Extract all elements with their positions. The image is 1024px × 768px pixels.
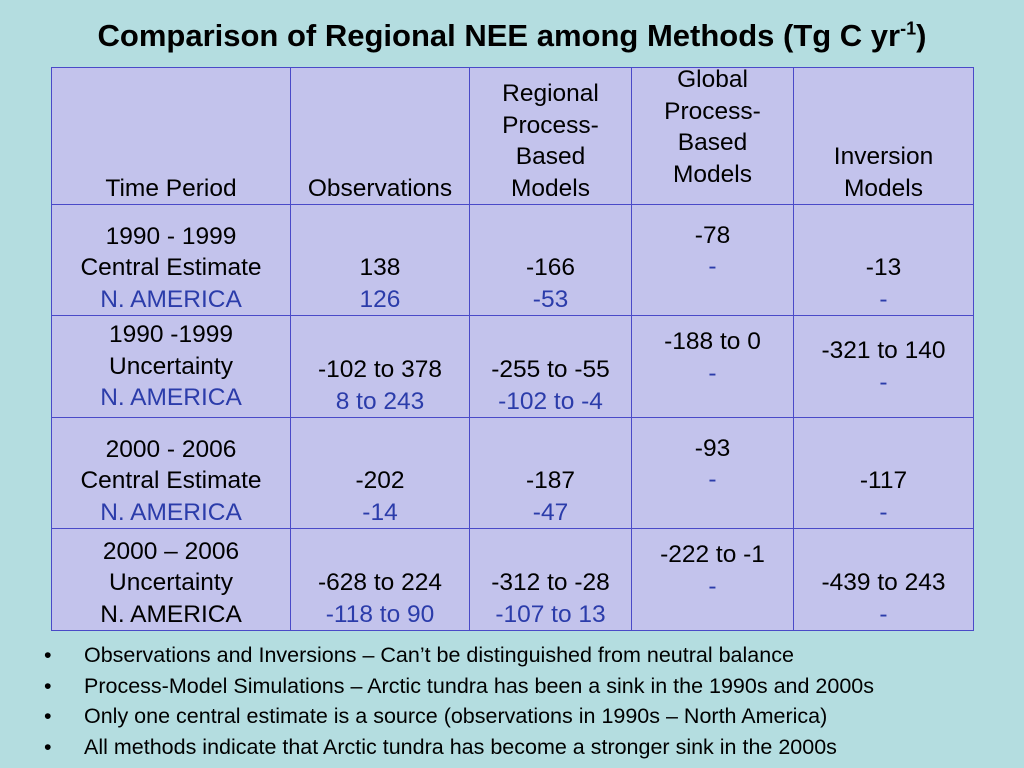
period-cell: 1990 -1999 Uncertainty N. AMERICA: [51, 315, 291, 418]
regional-cell: -166 -53: [469, 204, 632, 316]
regional-cell: -312 to -28 -107 to 13: [469, 528, 632, 631]
header-inversion-models: Inversion Models: [793, 67, 974, 205]
title-close: ): [916, 18, 927, 53]
table-row: 2000 - 2006 Central Estimate N. AMERICA -2…: [51, 417, 974, 529]
global-cell: -188 to 0-: [631, 315, 794, 418]
header-row: Time Period Observations Regional Process…: [51, 67, 974, 205]
table-row: 1990 -1999 Uncertainty N. AMERICA -102 to …: [51, 315, 974, 418]
global-cell: -222 to -1-: [631, 528, 794, 631]
inversion-cell: -321 to 140-: [793, 315, 974, 418]
inversion-cell: -117-: [793, 417, 974, 529]
list-item: • Only one central estimate is a source (…: [40, 701, 1024, 732]
regional-cell: -255 to -55 -102 to -4: [469, 315, 632, 418]
inversion-cell: -439 to 243-: [793, 528, 974, 631]
global-cell: -78-: [631, 204, 794, 316]
regional-cell: -187 -47: [469, 417, 632, 529]
inversion-cell: -13-: [793, 204, 974, 316]
bullet-icon: •: [44, 673, 52, 698]
table-row: 2000 – 2006 Uncertainty N. AMERICA -628 to…: [51, 528, 974, 631]
list-item: • All methods indicate that Arctic tundra…: [40, 732, 1024, 763]
observations-cell: -202 -14: [290, 417, 470, 529]
header-observations: Observations: [290, 67, 470, 205]
observations-cell: -628 to 224 -118 to 90: [290, 528, 470, 631]
list-item: • Observations and Inversions – Can’t be …: [40, 640, 1024, 671]
observations-cell: -102 to 378 8 to 243: [290, 315, 470, 418]
header-time-period: Time Period: [51, 67, 291, 205]
title-superscript: -1: [900, 18, 917, 39]
bullet-icon: •: [44, 704, 52, 728]
header-global-models: Global Process- Based Models: [631, 67, 794, 205]
bullet-list: • Observations and Inversions – Can’t be …: [40, 640, 1024, 762]
period-cell: 2000 – 2006 Uncertainty N. AMERICA: [51, 528, 291, 631]
observations-cell: 138 126: [290, 204, 470, 316]
nee-comparison-table: Time Period Observations Regional Process…: [51, 67, 974, 631]
global-cell: -93-: [631, 417, 794, 529]
bullet-icon: •: [44, 643, 52, 667]
list-item: • Process-Model Simulations – Arctic tund…: [40, 671, 1024, 702]
header-regional-models: Regional Process- Based Models: [469, 67, 632, 205]
slide-title: Comparison of Regional NEE among Methods…: [0, 18, 1024, 54]
title-text: Comparison of Regional NEE among Methods…: [97, 18, 901, 53]
period-cell: 2000 - 2006 Central Estimate N. AMERICA: [51, 417, 291, 529]
table-row: 1990 - 1999 Central Estimate N. AMERICA 13…: [51, 204, 974, 316]
bullet-icon: •: [44, 734, 52, 759]
period-cell: 1990 - 1999 Central Estimate N. AMERICA: [51, 204, 291, 316]
